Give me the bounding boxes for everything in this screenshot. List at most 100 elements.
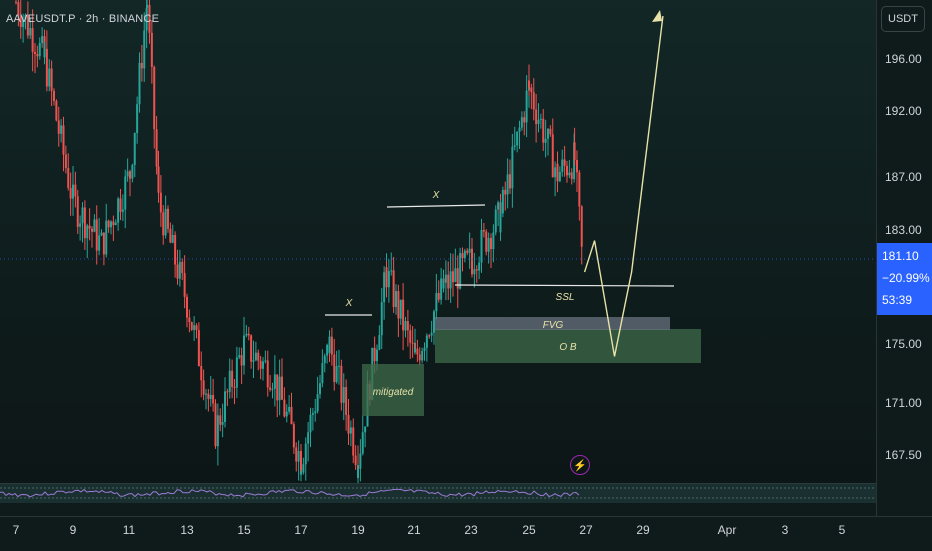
candle-body[interactable] <box>214 403 217 447</box>
candle-body[interactable] <box>224 391 226 423</box>
candle-body[interactable] <box>516 131 519 146</box>
candle-body[interactable] <box>117 198 120 223</box>
candle-body[interactable] <box>406 321 409 331</box>
candle-body[interactable] <box>359 453 362 469</box>
candle-body[interactable] <box>202 380 205 395</box>
candle-body[interactable] <box>131 165 134 179</box>
candle-body[interactable] <box>395 291 397 308</box>
candle-body[interactable] <box>335 366 338 383</box>
candle-body[interactable] <box>461 253 464 259</box>
candle-body[interactable] <box>252 360 255 362</box>
candle-body[interactable] <box>48 68 51 87</box>
candle-body[interactable] <box>302 464 305 473</box>
candle-body[interactable] <box>76 196 79 227</box>
candle-body[interactable] <box>41 36 44 44</box>
lightning-bolt-icon[interactable]: ⚡ <box>570 455 590 475</box>
candle-body[interactable] <box>19 16 22 28</box>
candle-body[interactable] <box>328 336 331 354</box>
candle-body[interactable] <box>357 468 359 478</box>
candle-body[interactable] <box>411 342 414 344</box>
fvg-zone[interactable] <box>435 317 670 330</box>
candle-body[interactable] <box>547 128 549 139</box>
candle-body[interactable] <box>499 213 502 233</box>
candle-body[interactable] <box>153 67 156 130</box>
candle-body[interactable] <box>444 274 447 283</box>
candle-body[interactable] <box>482 229 485 232</box>
candle-body[interactable] <box>57 120 60 134</box>
candle-body[interactable] <box>162 212 165 236</box>
candle-body[interactable] <box>259 360 262 369</box>
candle-body[interactable] <box>247 333 250 336</box>
candle-body[interactable] <box>347 414 350 434</box>
candle-body[interactable] <box>171 234 174 243</box>
candle-body[interactable] <box>288 406 291 412</box>
candle-body[interactable] <box>442 282 445 289</box>
candle-body[interactable] <box>326 344 329 356</box>
candle-body[interactable] <box>29 28 32 36</box>
candle-body[interactable] <box>238 355 241 358</box>
candle-body[interactable] <box>319 383 321 395</box>
candle-body[interactable] <box>64 154 67 169</box>
candle-body[interactable] <box>506 174 509 195</box>
mitigated-zone[interactable] <box>362 364 424 416</box>
candle-body[interactable] <box>283 399 286 417</box>
candle-body[interactable] <box>330 336 333 355</box>
candle-body[interactable] <box>86 225 89 239</box>
price-axis[interactable]: USDT 196.00 192.00 187.00 183.00 175.00 … <box>876 0 932 516</box>
candle-body[interactable] <box>456 268 459 289</box>
candle-body[interactable] <box>561 159 564 172</box>
candle-body[interactable] <box>216 415 219 447</box>
time-axis[interactable]: 7 9 11 13 15 17 19 21 23 25 27 29 Apr 3 … <box>0 516 932 551</box>
candle-body[interactable] <box>494 209 497 233</box>
candle-body[interactable] <box>333 354 336 383</box>
candle-body[interactable] <box>88 225 91 229</box>
candle-body[interactable] <box>105 220 108 255</box>
candle-body[interactable] <box>231 370 234 387</box>
candle-body[interactable] <box>183 273 186 297</box>
candle-body[interactable] <box>285 411 288 417</box>
projection-path[interactable] <box>583 16 664 357</box>
candle-body[interactable] <box>100 232 103 236</box>
candle-body[interactable] <box>399 299 402 319</box>
candle-body[interactable] <box>309 414 312 433</box>
candle-body[interactable] <box>155 129 158 167</box>
candle-body[interactable] <box>174 234 177 265</box>
candle-body[interactable] <box>26 15 29 36</box>
candle-body[interactable] <box>433 311 435 333</box>
candle-body[interactable] <box>307 432 310 444</box>
candle-body[interactable] <box>17 2 20 17</box>
candle-body[interactable] <box>532 92 535 110</box>
candle-body[interactable] <box>544 138 547 143</box>
candle-body[interactable] <box>38 43 41 57</box>
candle-body[interactable] <box>254 352 257 361</box>
candle-body[interactable] <box>262 361 264 369</box>
candle-body[interactable] <box>440 278 443 300</box>
last-price-label[interactable]: 181.10 −20.99% 53:39 <box>877 243 932 315</box>
candle-body[interactable] <box>150 32 153 68</box>
candle-body[interactable] <box>107 220 110 228</box>
candle-body[interactable] <box>300 472 302 475</box>
candle-body[interactable] <box>578 172 581 207</box>
candle-body[interactable] <box>385 267 388 288</box>
candle-body[interactable] <box>383 272 386 303</box>
candle-body[interactable] <box>126 171 129 177</box>
candle-body[interactable] <box>269 387 272 390</box>
candle-body[interactable] <box>492 232 495 250</box>
candle-body[interactable] <box>300 451 302 475</box>
candle-body[interactable] <box>164 208 167 236</box>
candle-body[interactable] <box>528 80 530 88</box>
x-high-right-line[interactable] <box>386 204 486 208</box>
candle-body[interactable] <box>50 68 53 91</box>
candle-body[interactable] <box>490 237 492 250</box>
candle-body[interactable] <box>45 48 48 87</box>
candle-body[interactable] <box>69 187 72 199</box>
candle-body[interactable] <box>537 119 540 124</box>
candle-body[interactable] <box>563 159 566 166</box>
candle-body[interactable] <box>190 322 193 330</box>
candle-body[interactable] <box>278 376 281 401</box>
candle-body[interactable] <box>573 142 576 161</box>
candle-body[interactable] <box>556 163 559 182</box>
candle-body[interactable] <box>459 253 462 289</box>
candle-body[interactable] <box>136 104 139 134</box>
candle-body[interactable] <box>228 370 231 392</box>
